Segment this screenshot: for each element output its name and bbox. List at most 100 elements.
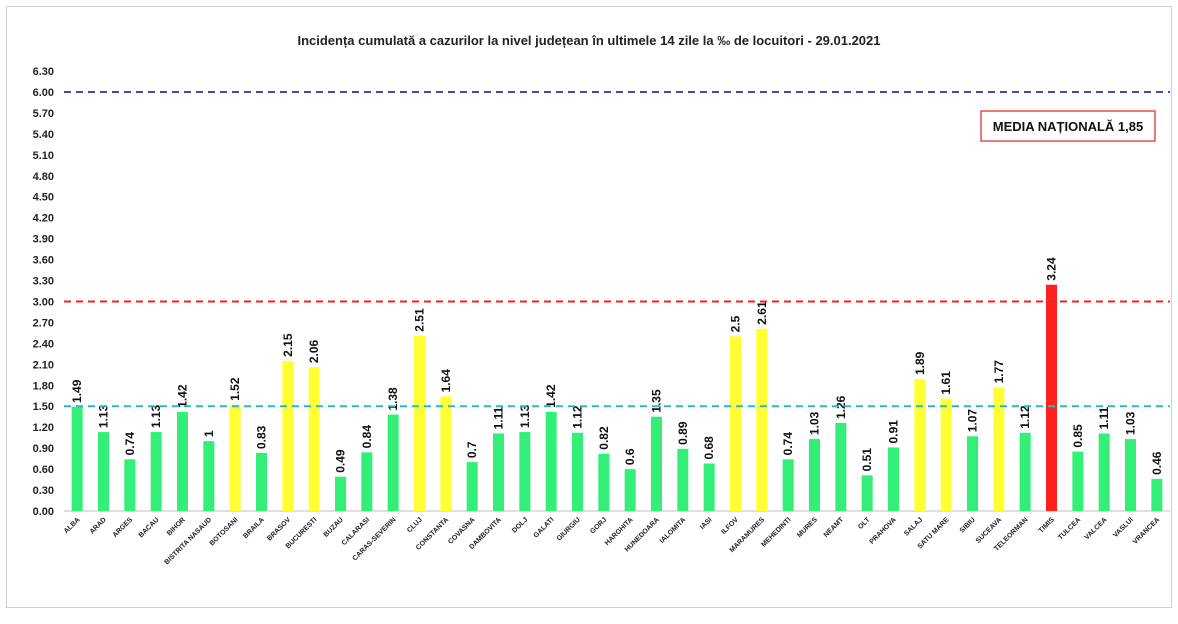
x-tick-label: BRASOV — [266, 516, 292, 542]
x-tick-label: IASI — [699, 516, 714, 531]
bar-value-label: 0.82 — [597, 426, 611, 450]
x-tick-label: CLUJ — [406, 516, 424, 534]
bar-gorj — [598, 453, 610, 511]
bar-value-label: 1.03 — [1124, 411, 1138, 435]
x-tick-label: ARAD — [89, 516, 108, 535]
bar-dambovita — [493, 433, 504, 511]
y-tick-label: 5.70 — [33, 108, 54, 120]
bar-value-label: 0.74 — [123, 432, 137, 456]
bar-bistrita-nasaud — [203, 441, 215, 511]
bar-value-label: 0.68 — [702, 436, 716, 460]
x-tick-label: ARGES — [112, 516, 135, 539]
bar-mehedinti — [782, 459, 794, 511]
x-tick-label: GALATI — [533, 516, 556, 539]
y-tick-label: 6.30 — [33, 66, 54, 78]
y-tick-label: 5.40 — [33, 129, 54, 141]
x-tick-label: TIMIS — [1038, 516, 1056, 534]
bar-value-label: 0.51 — [860, 448, 874, 472]
bar-covasna — [466, 462, 478, 511]
bar-suceava — [993, 387, 1005, 511]
bar-value-label: 1.42 — [544, 384, 558, 408]
y-tick-label: 4.80 — [33, 171, 54, 183]
x-tick-label: IALOMITA — [659, 516, 688, 545]
bar-value-label: 1.52 — [228, 377, 242, 401]
chart-title: Incidența cumulată a cazurilor la nivel … — [297, 33, 881, 48]
bar-value-label: 0.74 — [781, 432, 795, 456]
bar-value-label: 1.49 — [70, 379, 84, 403]
bar-salaj — [914, 379, 926, 511]
bar-value-label: 2.5 — [729, 315, 743, 332]
bar-bucuresti — [308, 367, 320, 511]
y-tick-label: 3.90 — [33, 234, 54, 246]
annotation-box — [980, 110, 1156, 142]
bar-vaslui — [1125, 439, 1136, 511]
bar-arges — [124, 459, 136, 511]
bar-value-label: 1.61 — [939, 371, 953, 395]
bar-caras-severin — [387, 414, 399, 511]
bar-neamt — [835, 423, 847, 511]
bar-brasov — [282, 360, 294, 511]
bar-tulcea — [1072, 451, 1084, 511]
bar-value-label: 0.46 — [1150, 451, 1164, 475]
x-tick-label: VRANCEA — [1132, 516, 1161, 545]
x-tick-label: GIURGIU — [556, 516, 582, 542]
bar-hunedoara — [651, 416, 662, 511]
x-tick-label: BRAILA — [242, 516, 266, 540]
x-tick-label: SALAJ — [903, 516, 924, 537]
bar-value-label: 0.83 — [255, 425, 269, 449]
y-tick-label: 0.00 — [33, 506, 54, 518]
x-tick-label: VASLUI — [1112, 516, 1135, 539]
bar-value-label: 0.6 — [623, 448, 637, 465]
bar-galati — [545, 411, 557, 511]
x-tick-label: BIHOR — [166, 516, 187, 537]
bar-constanta — [440, 396, 452, 511]
bar-valcea — [1098, 433, 1110, 511]
y-tick-label: 3.00 — [33, 296, 54, 308]
x-tick-label: SIBIU — [959, 516, 977, 534]
bar-value-label: 1.11 — [1097, 406, 1111, 429]
bar-harghita — [624, 469, 636, 511]
bar-timis — [1046, 284, 1057, 511]
bar-value-label: 1.64 — [439, 369, 453, 393]
bar-ialomita — [677, 448, 689, 511]
y-tick-label: 0.60 — [33, 464, 54, 476]
x-tick-label: BACAU — [138, 516, 161, 539]
bar-botosani — [229, 404, 241, 511]
bar-bacau — [150, 432, 162, 511]
bar-arad — [98, 432, 109, 511]
bar-value-label: 1.12 — [1018, 405, 1032, 429]
bar-value-label: 0.7 — [465, 441, 479, 458]
x-tick-label: BUZAU — [323, 516, 345, 538]
bar-value-label: 1.12 — [571, 405, 585, 429]
bar-sibiu — [967, 436, 978, 511]
bar-value-label: 1.89 — [913, 351, 927, 375]
bar-value-label: 0.85 — [1071, 424, 1085, 448]
y-tick-label: 0.30 — [33, 485, 54, 497]
y-tick-label: 3.60 — [33, 255, 54, 267]
bar-vrancea — [1151, 478, 1163, 511]
bar-value-label: 1.13 — [518, 404, 532, 428]
bar-satu-mare — [940, 398, 952, 511]
bar-mures — [809, 439, 820, 511]
bar-value-label: 2.61 — [755, 301, 769, 325]
x-tick-label: BOTOSANI — [209, 516, 240, 547]
bar-giurgiu — [572, 432, 583, 511]
annotation-text: MEDIA NAȚIONALĂ 1,85 — [993, 119, 1143, 134]
bar-value-label: 1.42 — [176, 384, 190, 408]
y-tick-label: 0.90 — [33, 443, 54, 455]
bar-value-label: 1 — [202, 430, 216, 437]
bar-cluj — [414, 335, 425, 511]
bar-olt — [861, 475, 873, 511]
bar-value-label: 1.26 — [834, 395, 848, 419]
chart-frame — [6, 6, 1172, 608]
bar-value-label: 0.89 — [676, 421, 690, 445]
bar-teleorman — [1019, 432, 1031, 511]
x-tick-label: OLT — [857, 516, 872, 531]
y-tick-label: 2.70 — [33, 317, 54, 329]
bar-calarasi — [361, 452, 373, 511]
x-tick-label: TULCEA — [1057, 516, 1082, 541]
bar-dolj — [519, 432, 531, 511]
bar-value-label: 1.13 — [149, 404, 163, 428]
x-tick-label: ILFOV — [720, 516, 740, 536]
